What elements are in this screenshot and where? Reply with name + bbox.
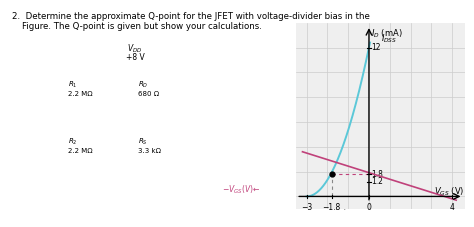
Text: $V_{DD}$: $V_{DD}$ xyxy=(128,42,143,55)
Text: −1.8: −1.8 xyxy=(322,203,341,212)
Text: $R_S$: $R_S$ xyxy=(138,137,148,147)
Text: $R_D$: $R_D$ xyxy=(138,80,148,90)
Text: 1.8: 1.8 xyxy=(372,170,383,179)
Text: 2.2 MΩ: 2.2 MΩ xyxy=(68,148,92,154)
Text: $R_2$: $R_2$ xyxy=(68,137,78,147)
Text: 4: 4 xyxy=(450,203,455,212)
Text: Figure. The Q-point is given but show your calculations.: Figure. The Q-point is given but show yo… xyxy=(22,22,262,31)
Text: $I_D$ (mA): $I_D$ (mA) xyxy=(371,28,402,40)
Text: 0: 0 xyxy=(366,203,372,212)
Text: $-V_{GS}(V)$←: $-V_{GS}(V)$← xyxy=(222,184,261,196)
Text: $V_{GS(off)}$: $V_{GS(off)}$ xyxy=(322,199,348,213)
Text: +8 V: +8 V xyxy=(126,53,145,62)
Text: 2.  Determine the approximate Q-point for the JFET with voltage-divider bias in : 2. Determine the approximate Q-point for… xyxy=(12,12,370,21)
Text: 2.2 MΩ: 2.2 MΩ xyxy=(68,91,92,97)
Text: $V_{GS}$ (V): $V_{GS}$ (V) xyxy=(434,186,465,198)
Text: $R_1$: $R_1$ xyxy=(68,80,77,90)
Text: 1.2: 1.2 xyxy=(372,177,383,186)
Text: $I_{DSS}$: $I_{DSS}$ xyxy=(382,32,398,45)
Text: 680 Ω: 680 Ω xyxy=(138,91,159,97)
Text: 12: 12 xyxy=(372,43,381,52)
Text: −3: −3 xyxy=(301,203,312,212)
Text: 3.3 kΩ: 3.3 kΩ xyxy=(138,148,161,154)
